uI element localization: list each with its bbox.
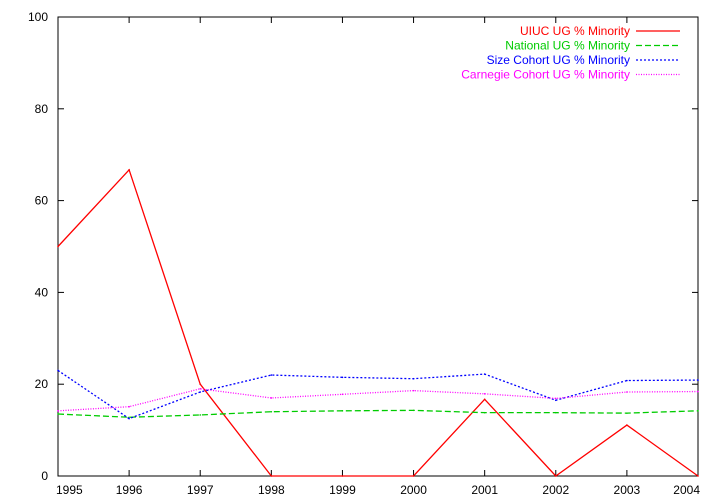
data-point bbox=[199, 387, 202, 390]
series-line-3 bbox=[57, 369, 699, 420]
axis-ticks: 0 20 40 60 80 100 1995 1996 1997 1998 1999 2000 2001… bbox=[28, 10, 700, 497]
data-point bbox=[341, 410, 344, 412]
y-tick-label: 20 bbox=[35, 377, 49, 391]
data-point bbox=[199, 391, 202, 393]
data-point bbox=[554, 397, 557, 400]
x-tick-label: 2003 bbox=[614, 483, 641, 497]
data-point bbox=[483, 373, 486, 375]
data-point bbox=[412, 475, 415, 477]
data-point bbox=[270, 397, 273, 399]
data-point bbox=[128, 169, 130, 171]
data-point bbox=[483, 398, 486, 401]
data-point bbox=[128, 405, 130, 408]
data-point bbox=[57, 245, 59, 248]
data-point bbox=[626, 391, 628, 393]
data-point bbox=[697, 475, 699, 477]
data-point bbox=[697, 390, 699, 393]
data-point bbox=[697, 379, 699, 381]
data-point bbox=[270, 374, 273, 376]
data-point bbox=[483, 393, 486, 395]
data-point bbox=[626, 379, 628, 382]
series-line-2 bbox=[57, 409, 699, 418]
y-tick-label: 80 bbox=[35, 102, 49, 116]
x-tick-label: 2000 bbox=[400, 483, 427, 497]
y-tick-label: 0 bbox=[41, 469, 48, 483]
x-tick-label: 1997 bbox=[187, 483, 214, 497]
y-tick-label: 100 bbox=[28, 10, 48, 24]
data-point bbox=[199, 414, 202, 416]
data-point bbox=[554, 411, 557, 414]
legend-label: Size Cohort UG % Minority bbox=[487, 53, 630, 67]
data-point bbox=[57, 369, 59, 372]
data-point bbox=[412, 409, 415, 412]
data-point bbox=[412, 377, 415, 380]
y-tick-label: 40 bbox=[35, 285, 49, 299]
data-point bbox=[341, 475, 344, 477]
series-lines bbox=[57, 168, 699, 477]
x-tick-label: 2002 bbox=[542, 483, 569, 497]
data-point bbox=[483, 411, 486, 414]
series-line-4 bbox=[57, 388, 699, 412]
series-line-1 bbox=[57, 168, 699, 477]
data-point bbox=[341, 393, 344, 396]
x-tick-label: 1995 bbox=[56, 483, 83, 497]
data-point bbox=[626, 424, 628, 426]
x-tick-label: 1999 bbox=[329, 483, 356, 497]
data-point bbox=[128, 417, 130, 420]
data-point bbox=[341, 376, 344, 379]
x-tick-label: 2001 bbox=[471, 483, 498, 497]
data-point bbox=[270, 410, 273, 413]
data-point bbox=[626, 412, 628, 414]
x-tick-label: 1996 bbox=[116, 483, 143, 497]
data-point bbox=[554, 399, 557, 402]
legend-label: UIUC UG % Minority bbox=[520, 24, 630, 38]
data-point bbox=[412, 389, 415, 392]
data-point bbox=[57, 413, 59, 415]
legend-label: National UG % Minority bbox=[505, 39, 630, 53]
y-tick-label: 60 bbox=[35, 194, 49, 208]
data-point bbox=[554, 475, 557, 477]
data-point bbox=[199, 383, 202, 386]
x-tick-label: 1998 bbox=[258, 483, 285, 497]
data-point bbox=[270, 475, 273, 477]
data-point bbox=[57, 410, 59, 412]
x-tick-label: 2004 bbox=[673, 483, 700, 497]
legend-label: Carnegie Cohort UG % Minority bbox=[461, 68, 630, 82]
data-point bbox=[697, 410, 699, 412]
